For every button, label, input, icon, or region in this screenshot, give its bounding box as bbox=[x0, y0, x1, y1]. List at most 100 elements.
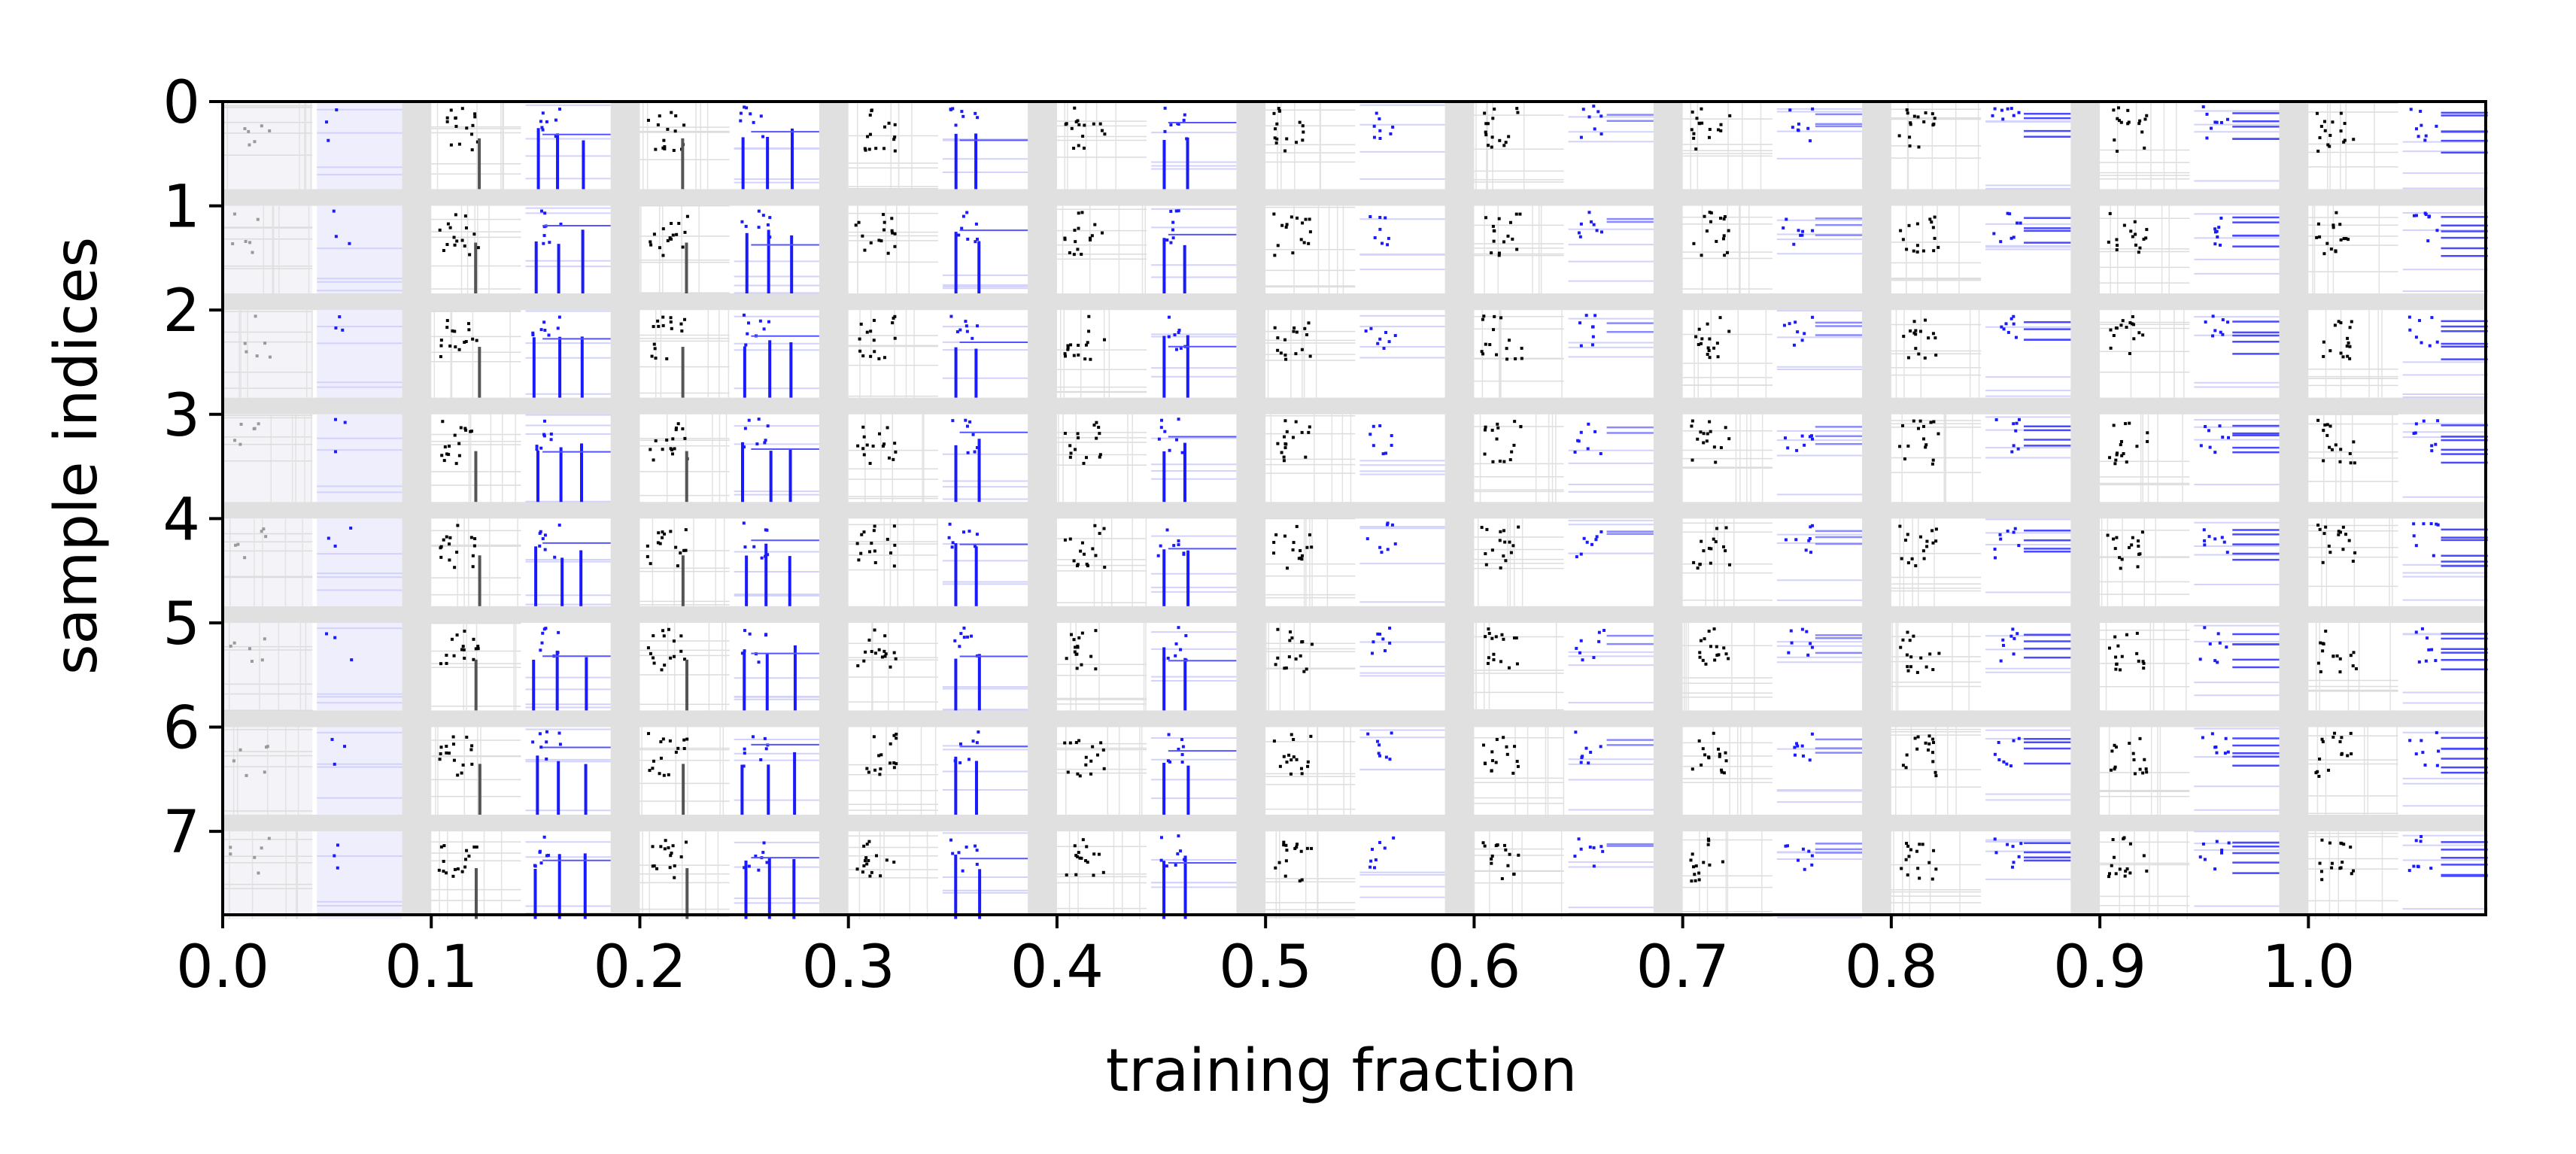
grayscale-mark bbox=[1699, 430, 1703, 434]
blue-mark bbox=[2017, 418, 2021, 421]
grayscale-mark bbox=[448, 558, 451, 562]
grayscale-mark bbox=[892, 138, 896, 141]
blue-panel bbox=[1985, 211, 2071, 251]
grayscale-mark bbox=[661, 629, 665, 633]
grayscale-mark bbox=[674, 427, 678, 430]
blue-mark bbox=[1797, 122, 1800, 126]
grayscale-mark bbox=[2110, 864, 2113, 867]
grayscale-mark bbox=[892, 564, 896, 568]
blue-mark bbox=[2422, 522, 2426, 526]
grayscale-mark bbox=[1307, 321, 1311, 325]
blue-mark bbox=[1393, 334, 1397, 338]
grayscale-mark bbox=[1709, 220, 1712, 223]
matrix-cell-background bbox=[1056, 831, 1237, 919]
blue-bar bbox=[584, 764, 588, 815]
grayscale-panel bbox=[1891, 205, 1982, 294]
blue-panel bbox=[2194, 727, 2280, 811]
grayscale-mark bbox=[647, 732, 651, 736]
blue-mark bbox=[2412, 864, 2416, 868]
blue-panel bbox=[1776, 217, 1863, 255]
blue-mark bbox=[2423, 138, 2427, 142]
grayscale-mark bbox=[2132, 758, 2136, 761]
grayscale-mark bbox=[679, 551, 682, 555]
blue-mark bbox=[2006, 843, 2009, 846]
grayscale-mark bbox=[476, 647, 480, 651]
grayscale-mark bbox=[2119, 566, 2122, 570]
blue-mark bbox=[557, 315, 561, 319]
blue-panel bbox=[1776, 732, 1863, 803]
grayscale-mark bbox=[885, 858, 889, 862]
blue-mark bbox=[1796, 330, 1800, 334]
blue-mark bbox=[334, 326, 338, 329]
grayscale-mark bbox=[1904, 858, 1908, 861]
blue-mark bbox=[966, 451, 970, 454]
grayscale-mark bbox=[2142, 661, 2146, 665]
grayscale-mark bbox=[257, 871, 260, 875]
blue-panel bbox=[1359, 215, 1445, 271]
blue-panel bbox=[317, 205, 402, 294]
grayscale-mark bbox=[677, 221, 681, 225]
grayscale-mark bbox=[868, 874, 872, 878]
blue-mark bbox=[1378, 754, 1382, 758]
grayscale-mark bbox=[2350, 752, 2353, 756]
grayscale-mark bbox=[1091, 745, 1095, 749]
blue-mark bbox=[1994, 556, 1997, 560]
blue-mark bbox=[1579, 430, 1583, 434]
grayscale-mark bbox=[1906, 665, 1909, 669]
blue-mark bbox=[971, 739, 975, 743]
grayscale-mark bbox=[445, 452, 448, 456]
grayscale-mark bbox=[886, 537, 889, 541]
grayscale-mark bbox=[439, 355, 442, 359]
grayscale-mark bbox=[253, 855, 257, 859]
grayscale-mark bbox=[1492, 328, 1496, 332]
blue-panel bbox=[734, 735, 819, 815]
grayscale-mark bbox=[445, 319, 449, 323]
grayscale-mark bbox=[2315, 235, 2319, 239]
blue-bar bbox=[581, 229, 585, 294]
grayscale-mark bbox=[1694, 879, 1697, 882]
grayscale-mark bbox=[453, 329, 457, 333]
grayscale-mark bbox=[665, 357, 669, 360]
grayscale-mark bbox=[684, 840, 688, 844]
blue-mark bbox=[1579, 847, 1583, 851]
blue-mark bbox=[2012, 530, 2016, 534]
grayscale-mark bbox=[1704, 662, 1708, 666]
grayscale-mark bbox=[685, 214, 689, 218]
blue-mark bbox=[2205, 136, 2209, 140]
grayscale-mark bbox=[856, 444, 860, 448]
blue-mark bbox=[1999, 659, 2003, 663]
grayscale-mark bbox=[1482, 314, 1486, 318]
grayscale-mark bbox=[2106, 533, 2110, 537]
grayscale-mark bbox=[863, 147, 867, 150]
grayscale-mark bbox=[1282, 459, 1286, 463]
grayscale-mark bbox=[1692, 241, 1696, 245]
grayscale-mark bbox=[1283, 874, 1287, 878]
grayscale-mark bbox=[672, 148, 676, 152]
blue-mark bbox=[970, 634, 974, 638]
blue-mark bbox=[1372, 640, 1375, 644]
grayscale-mark bbox=[1717, 747, 1721, 751]
blue-bar bbox=[582, 140, 585, 190]
blue-mark bbox=[531, 740, 535, 744]
grayscale-mark bbox=[450, 637, 454, 641]
blue-mark bbox=[535, 445, 539, 448]
grayscale-mark bbox=[256, 217, 260, 221]
grayscale-mark bbox=[1497, 254, 1501, 257]
blue-mark bbox=[1390, 434, 1393, 438]
grayscale-panel bbox=[1056, 310, 1147, 398]
grayscale-mark bbox=[1101, 748, 1105, 752]
grayscale-mark bbox=[1278, 764, 1282, 768]
grayscale-mark bbox=[1898, 524, 1902, 528]
grayscale-mark bbox=[868, 114, 872, 117]
grayscale-mark bbox=[1484, 563, 1488, 566]
grayscale-panel bbox=[1056, 205, 1147, 294]
grayscale-mark bbox=[438, 228, 442, 232]
grayscale-mark bbox=[867, 638, 871, 642]
grayscale-mark bbox=[670, 448, 673, 451]
matrix-cell bbox=[2100, 205, 2280, 294]
blue-wash bbox=[317, 414, 402, 503]
grayscale-mark bbox=[684, 528, 688, 532]
grayscale-mark bbox=[2114, 746, 2118, 749]
blue-mark bbox=[1376, 632, 1380, 636]
x-tick-label: 0.7 bbox=[1636, 934, 1730, 1001]
